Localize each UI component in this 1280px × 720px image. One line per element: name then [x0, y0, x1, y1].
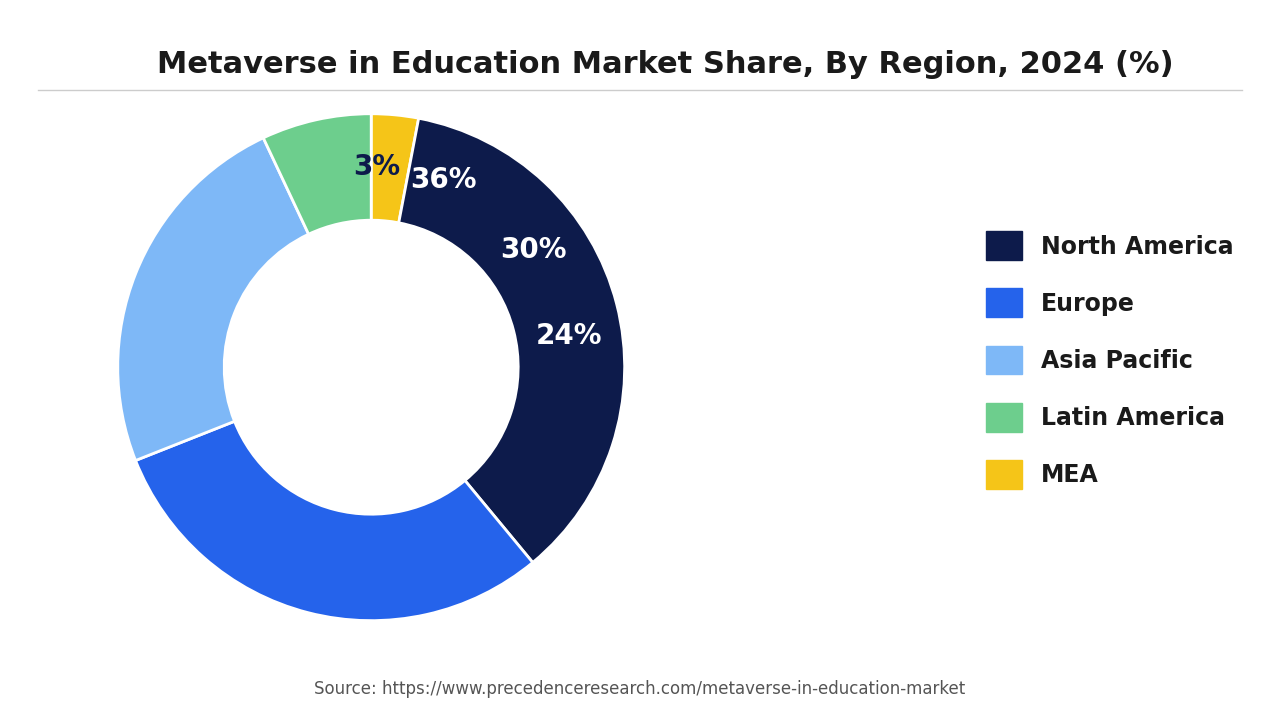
Wedge shape	[399, 118, 625, 562]
Text: 24%: 24%	[536, 322, 602, 350]
Text: 7%: 7%	[547, 376, 594, 404]
Wedge shape	[264, 114, 371, 234]
Legend: North America, Europe, Asia Pacific, Latin America, MEA: North America, Europe, Asia Pacific, Lat…	[977, 222, 1243, 498]
Wedge shape	[118, 138, 308, 461]
Wedge shape	[136, 421, 532, 621]
Text: 36%: 36%	[410, 166, 476, 194]
Text: 30%: 30%	[500, 235, 567, 264]
Text: 3%: 3%	[353, 153, 401, 181]
Wedge shape	[371, 114, 419, 222]
Text: Source: https://www.precedenceresearch.com/metaverse-in-education-market: Source: https://www.precedenceresearch.c…	[315, 680, 965, 698]
Text: Metaverse in Education Market Share, By Region, 2024 (%): Metaverse in Education Market Share, By …	[157, 50, 1174, 79]
